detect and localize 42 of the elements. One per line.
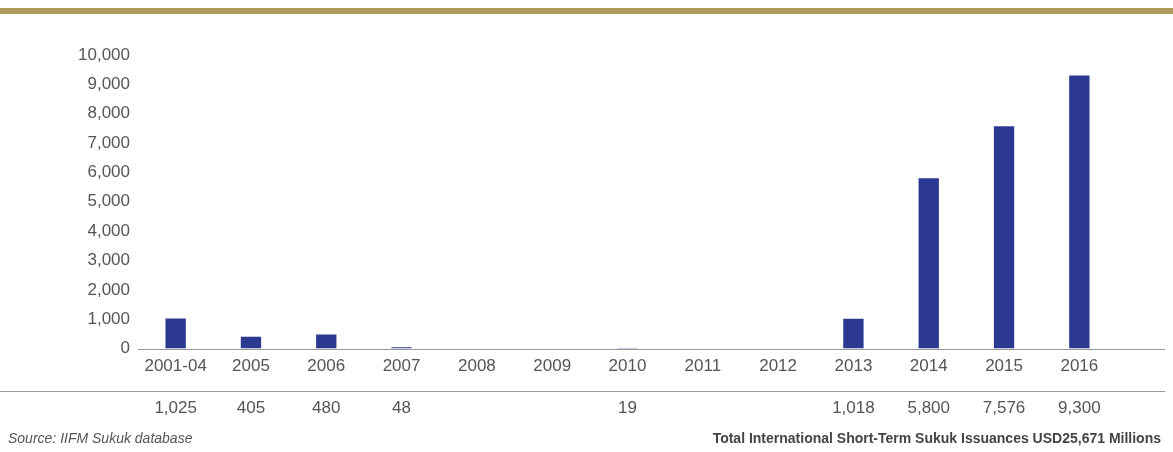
bar [1069,75,1090,349]
x-tick-label: 2007 [382,356,421,376]
bar [165,318,186,349]
x-tick-label: 2015 [985,356,1023,376]
bar [918,178,939,349]
x-tick-label: 2011 [684,356,722,376]
text: Total International Short-Term Sukuk Issuances USD25,671 Millions [712,430,1161,446]
x-tick-label: 2013 [834,356,873,376]
y-tick-label: 6,000 [87,162,130,182]
x-tick-label: 2008 [457,356,496,376]
data-label: 405 [236,397,266,417]
data-label: 48 [392,397,412,417]
x-tick-label: 2016 [1060,356,1099,376]
data-label: 7,576 [982,397,1026,417]
y-tick-label: 7,000 [87,132,130,152]
x-tick-label: 2012 [759,356,798,376]
y-tick-label: 2,000 [87,279,130,299]
x-tick-label: 2010 [608,356,647,376]
y-tick-label: 3,000 [87,250,130,270]
bar [993,126,1015,349]
data-label: 9,300 [1058,397,1101,417]
data-label: 480 [312,397,341,417]
x-tick-label: 2006 [307,356,346,376]
data-label: 1,018 [832,397,875,417]
y-tick-label: 0 [120,338,130,358]
bar [240,336,262,349]
x-tick-label: 2014 [909,356,948,376]
y-tick-label: 8,000 [87,103,130,123]
data-label: 1,025 [154,397,197,417]
data-label: 19 [618,397,637,417]
bar [316,334,337,349]
source-note: Source: IIFM Sukuk database [8,430,193,446]
data-label: 5,800 [907,397,950,417]
bar [843,318,864,349]
y-tick-label: 1,000 [87,308,130,328]
y-tick-label: 5,000 [87,191,130,211]
y-tick-label: 9,000 [87,74,130,94]
x-tick-label: 2001-04 [144,356,207,376]
y-tick-label: 10,000 [78,44,130,64]
x-tick-label: 2009 [533,356,572,376]
x-tick-label: 2005 [232,356,270,376]
y-tick-label: 4,000 [87,220,130,240]
